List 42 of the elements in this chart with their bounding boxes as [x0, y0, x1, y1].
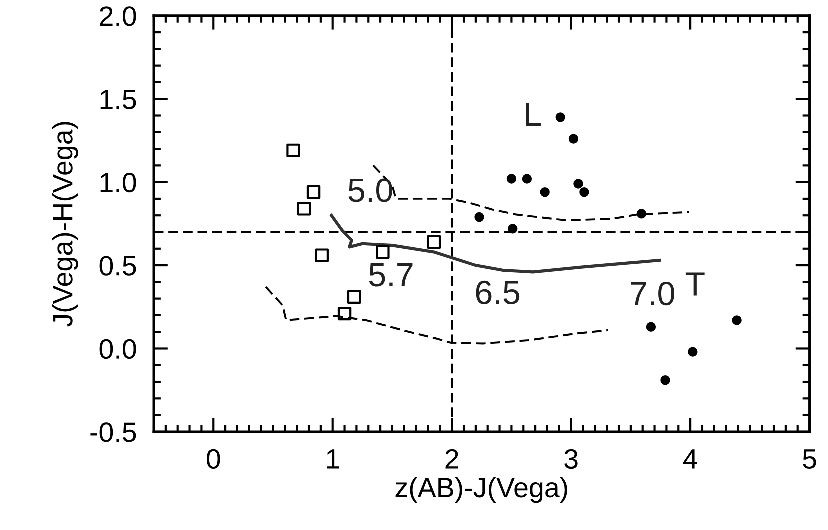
- annotation: 6.5: [476, 280, 520, 304]
- point: [580, 187, 590, 198]
- y-tick-label: 2.0: [100, 6, 136, 26]
- point: [508, 224, 518, 234]
- annotation: T: [686, 272, 705, 296]
- point: [732, 316, 742, 326]
- x-axis-title: z(AB)-J(Vega): [396, 477, 568, 504]
- y-tick-label: 1.0: [100, 172, 136, 193]
- x-tick-label: 5: [803, 450, 816, 470]
- point: [306, 185, 321, 200]
- point: [474, 212, 484, 222]
- annotation: L: [526, 103, 541, 126]
- annotation: 7.0: [631, 282, 674, 306]
- annotation: 5.7: [369, 263, 413, 287]
- x-tick-label: 1: [327, 450, 340, 469]
- y-tick-label: -0.5: [90, 422, 136, 442]
- point: [427, 235, 442, 250]
- y-tick-label: 0.5: [100, 256, 136, 276]
- point: [540, 187, 550, 198]
- x-tick-label: 4: [683, 450, 698, 469]
- point: [660, 376, 670, 386]
- point: [506, 174, 517, 184]
- point: [556, 112, 566, 122]
- point: [338, 306, 352, 321]
- point: [286, 144, 300, 158]
- y-tick-label: 1.5: [100, 90, 136, 110]
- point: [574, 179, 584, 189]
- point: [315, 248, 329, 262]
- annotation: 5.0: [348, 178, 392, 202]
- point: [297, 202, 312, 216]
- point: [646, 322, 656, 332]
- point: [376, 245, 390, 260]
- y-tick-label: 0.0: [100, 339, 136, 360]
- y-axis-title: J(Vega)-H(Vega): [52, 122, 78, 327]
- x-tick-label: 3: [564, 449, 578, 470]
- point: [688, 347, 698, 357]
- point: [636, 209, 647, 219]
- point: [522, 174, 532, 184]
- point: [568, 134, 579, 144]
- x-tick-label: 0: [206, 449, 220, 470]
- point: [347, 290, 362, 304]
- x-tick-label: 2: [446, 449, 458, 469]
